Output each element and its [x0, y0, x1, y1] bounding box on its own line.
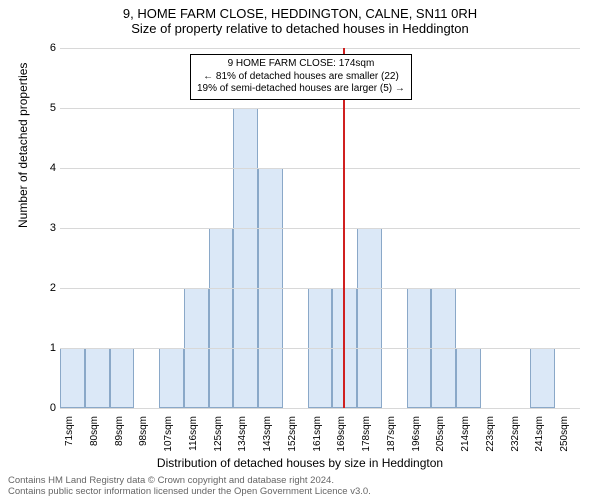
histogram-bar	[159, 348, 184, 408]
ytick-label: 4	[42, 162, 56, 174]
chart-plot-area: 0123456 71sqm80sqm89sqm98sqm107sqm116sqm…	[60, 48, 580, 409]
annotation-line: 9 HOME FARM CLOSE: 174sqm	[197, 58, 405, 71]
xtick-label: 223sqm	[485, 416, 496, 456]
xtick-label: 250sqm	[559, 416, 570, 456]
xtick-label: 241sqm	[534, 416, 545, 456]
xtick-label: 134sqm	[237, 416, 248, 456]
xtick-label: 143sqm	[262, 416, 273, 456]
ytick-label: 0	[42, 402, 56, 414]
x-axis-label: Distribution of detached houses by size …	[0, 456, 600, 470]
gridline	[60, 228, 580, 229]
ytick-label: 5	[42, 102, 56, 114]
xtick-label: 232sqm	[510, 416, 521, 456]
gridline	[60, 48, 580, 49]
ytick-label: 1	[42, 342, 56, 354]
histogram-bar	[456, 348, 481, 408]
chart-title-line1: 9, HOME FARM CLOSE, HEDDINGTON, CALNE, S…	[0, 6, 600, 21]
gridline	[60, 348, 580, 349]
chart-title-block: 9, HOME FARM CLOSE, HEDDINGTON, CALNE, S…	[0, 0, 600, 36]
xtick-label: 161sqm	[312, 416, 323, 456]
histogram-bar	[233, 108, 258, 408]
histogram-bar	[60, 348, 85, 408]
footer-attribution: Contains HM Land Registry data © Crown c…	[8, 476, 592, 498]
xtick-label: 205sqm	[435, 416, 446, 456]
y-axis-label: Number of detached properties	[16, 63, 30, 228]
xtick-label: 89sqm	[114, 416, 125, 456]
chart-title-line2: Size of property relative to detached ho…	[0, 21, 600, 36]
xtick-label: 187sqm	[386, 416, 397, 456]
histogram-bar	[110, 348, 135, 408]
marker-line	[343, 48, 345, 408]
xtick-label: 178sqm	[361, 416, 372, 456]
xtick-label: 80sqm	[89, 416, 100, 456]
xtick-label: 152sqm	[287, 416, 298, 456]
xtick-label: 214sqm	[460, 416, 471, 456]
xtick-label: 71sqm	[64, 416, 75, 456]
annotation-box: 9 HOME FARM CLOSE: 174sqm← 81% of detach…	[190, 54, 412, 100]
footer-line2: Contains public sector information licen…	[8, 487, 592, 498]
annotation-line: 19% of semi-detached houses are larger (…	[197, 83, 405, 96]
xtick-label: 196sqm	[411, 416, 422, 456]
ytick-label: 6	[42, 42, 56, 54]
xtick-label: 125sqm	[213, 416, 224, 456]
xtick-label: 116sqm	[188, 416, 199, 456]
xtick-label: 98sqm	[138, 416, 149, 456]
gridline	[60, 288, 580, 289]
gridline	[60, 108, 580, 109]
ytick-label: 2	[42, 282, 56, 294]
histogram-bar	[357, 228, 382, 408]
histogram-bar	[85, 348, 110, 408]
xtick-label: 169sqm	[336, 416, 347, 456]
gridline	[60, 168, 580, 169]
xtick-label: 107sqm	[163, 416, 174, 456]
annotation-line: ← 81% of detached houses are smaller (22…	[197, 71, 405, 84]
histogram-bar	[209, 228, 234, 408]
ytick-label: 3	[42, 222, 56, 234]
histogram-bar	[530, 348, 555, 408]
gridline	[60, 408, 580, 409]
